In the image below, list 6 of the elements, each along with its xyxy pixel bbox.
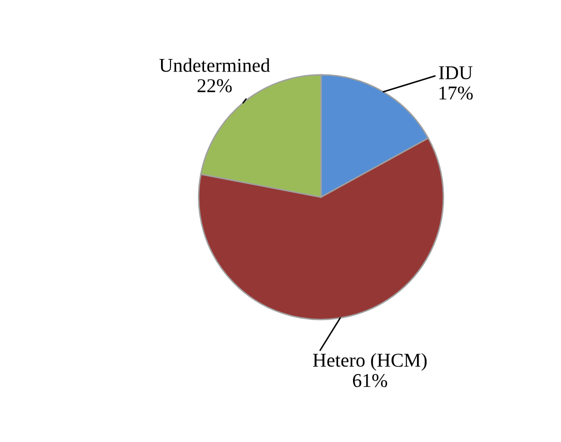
slice-label: IDU	[439, 66, 472, 80]
data-label: 22%	[198, 79, 232, 92]
slice-label: Hetero (HCM)	[313, 353, 427, 371]
slice-label: Undetermined	[159, 58, 270, 72]
data-label: 17%	[440, 86, 473, 100]
data-label: 61%	[352, 374, 388, 388]
